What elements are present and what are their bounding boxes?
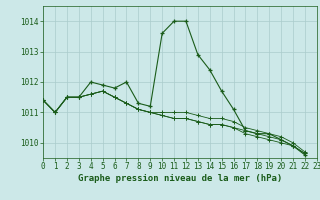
- X-axis label: Graphe pression niveau de la mer (hPa): Graphe pression niveau de la mer (hPa): [78, 174, 282, 183]
